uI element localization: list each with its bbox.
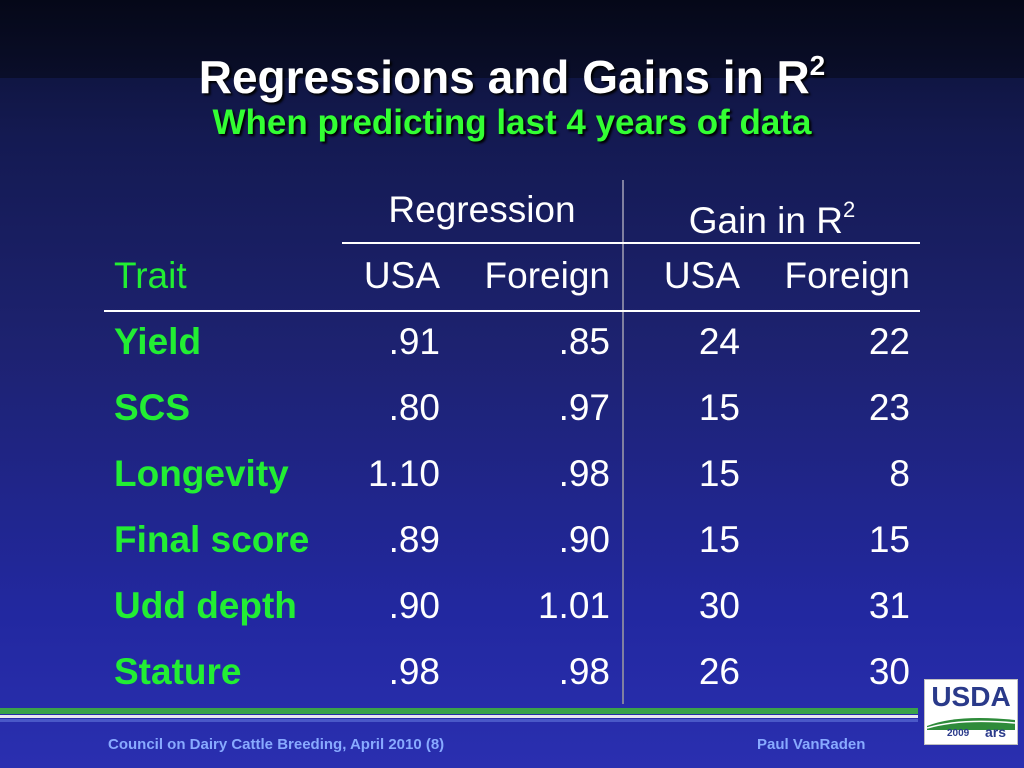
column-header-trait: Trait — [114, 255, 187, 296]
gain-foreign: 31 — [868, 585, 910, 626]
top-band — [0, 0, 1024, 78]
trait-name: SCS — [114, 387, 191, 428]
footer-rule-green — [0, 708, 918, 714]
usda-logo-year: 2009 — [947, 728, 970, 739]
footer-conference: Council on Dairy Cattle Breeding, April … — [108, 736, 445, 753]
slide-title: Regressions and Gains in R2 — [0, 38, 1024, 105]
gain-foreign: 8 — [889, 453, 910, 494]
slide-title-superscript: 2 — [809, 50, 826, 81]
column-header-reg-usa: USA — [363, 255, 440, 296]
regression-usa: .98 — [388, 651, 440, 692]
trait-name: Stature — [114, 651, 242, 692]
trait-name: Yield — [114, 321, 202, 362]
slide-subtitle: When predicting last 4 years of data — [212, 103, 812, 142]
usda-logo-ars: ars — [985, 724, 1007, 740]
gain-usa: 24 — [698, 321, 740, 362]
gain-foreign: 22 — [868, 321, 910, 362]
trait-name: Final score — [114, 519, 310, 560]
regression-foreign: 1.01 — [537, 585, 610, 626]
gain-usa: 15 — [698, 519, 740, 560]
column-header-reg-foreign: Foreign — [484, 255, 610, 296]
regression-foreign: .98 — [558, 453, 610, 494]
trait-name: Longevity — [114, 453, 289, 494]
regression-usa: .80 — [388, 387, 440, 428]
regression-usa: .89 — [388, 519, 440, 560]
column-header-gain-usa: USA — [663, 255, 740, 296]
slide-title-text: Regressions and Gains in R — [198, 51, 810, 103]
regression-foreign: .98 — [558, 651, 610, 692]
group-header-gain-superscript: 2 — [842, 197, 856, 222]
regression-usa: .90 — [388, 585, 440, 626]
regression-usa: .91 — [388, 321, 440, 362]
usda-logo-icon: USDA 2009 ars — [924, 679, 1018, 745]
gain-usa: 30 — [698, 585, 740, 626]
usda-logo-text: USDA — [931, 681, 1011, 712]
footer-author: Paul VanRaden — [757, 736, 866, 753]
regression-usa: 1.10 — [367, 453, 440, 494]
column-header-gain-foreign: Foreign — [784, 255, 910, 296]
column-header-underline — [104, 310, 920, 312]
gain-foreign: 23 — [868, 387, 910, 428]
group-header-regression-text: Regression — [388, 189, 576, 230]
usda-hill-icon — [927, 718, 1015, 730]
table-divider-vertical — [622, 180, 624, 704]
footer-rule-blue — [0, 719, 918, 722]
regression-foreign: .90 — [558, 519, 610, 560]
footer-rule-white — [0, 715, 918, 718]
regression-foreign: .97 — [558, 387, 610, 428]
group-header-gain: Gain in R2 — [624, 188, 920, 243]
trait-name: Udd depth — [114, 585, 297, 626]
group-header-regression: Regression — [342, 188, 622, 232]
gain-foreign: 30 — [868, 651, 910, 692]
gain-usa: 15 — [698, 453, 740, 494]
header-underline — [342, 242, 920, 244]
gain-usa: 26 — [698, 651, 740, 692]
group-header-gain-text: Gain in R — [688, 200, 843, 241]
regression-foreign: .85 — [558, 321, 610, 362]
gain-usa: 15 — [698, 387, 740, 428]
gain-foreign: 15 — [868, 519, 910, 560]
